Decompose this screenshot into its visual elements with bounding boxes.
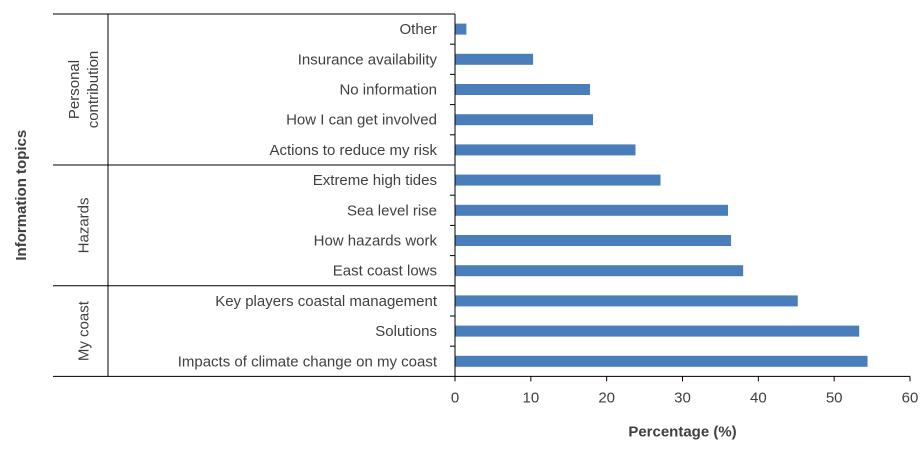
bar (455, 53, 534, 65)
bar (455, 265, 744, 277)
bar (455, 235, 732, 246)
y-axis-title: Information topics (13, 130, 30, 261)
category-label: Actions to reduce my risk (269, 142, 437, 159)
category-label: Sea level rise (347, 202, 437, 219)
category-label: Other (399, 21, 437, 38)
category-label: Extreme high tides (313, 172, 437, 189)
x-tick-label: 30 (674, 389, 691, 406)
bar (455, 355, 868, 367)
category-label: Key players coastal management (215, 293, 438, 310)
group-label: contribution (85, 51, 102, 129)
bar (455, 23, 467, 35)
group-label: My coast (75, 300, 92, 361)
category-label: Solutions (375, 323, 437, 340)
x-tick-label: 10 (522, 389, 539, 406)
chart-marks: Other Insurance availability No informatio… (53, 13, 919, 406)
group-label: Hazards (75, 197, 92, 253)
category-label: How hazards work (314, 233, 438, 250)
x-axis-title: Percentage (%) (628, 423, 736, 440)
x-tick-label: 60 (902, 389, 919, 406)
bar (455, 325, 860, 337)
bar (455, 144, 636, 156)
x-tick-label: 20 (598, 389, 615, 406)
category-label: Insurance availability (298, 51, 438, 68)
bar (455, 295, 798, 307)
category-label: East coast lows (333, 263, 437, 280)
bar (455, 84, 590, 95)
bar (455, 174, 661, 186)
category-label: No information (339, 82, 437, 99)
bar (455, 204, 728, 216)
category-label: Impacts of climate change on my coast (178, 353, 438, 370)
x-tick-label: 50 (826, 389, 843, 406)
bar (455, 114, 594, 126)
x-tick-label: 40 (750, 389, 767, 406)
category-label: How I can get involved (286, 112, 437, 129)
group-label: Personal (66, 60, 83, 119)
x-tick-label: 0 (451, 389, 459, 406)
